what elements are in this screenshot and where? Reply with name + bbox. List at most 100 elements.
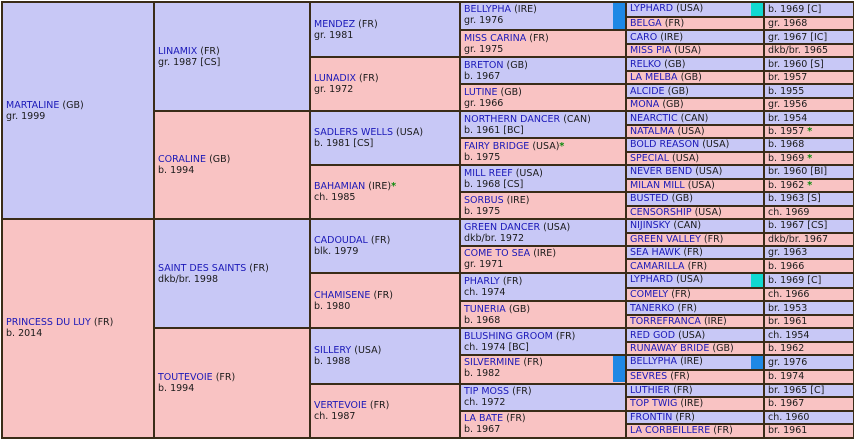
horse-name-link[interactable]: BRETON [464, 59, 504, 71]
horse-name-link[interactable]: MISS CARINA [464, 32, 527, 44]
horse-name-link[interactable]: BLUSHING GROOM [464, 330, 553, 342]
pedigree-row: RUNAWAY BRIDE (GB) b. 1962 [2, 340, 854, 357]
horse-name-link[interactable]: SILVERMINE [464, 356, 521, 368]
horse-info: gr. 1971 [464, 259, 504, 271]
horse-name-link[interactable]: SAINT DES SAINTS [158, 262, 247, 274]
horse-name-link[interactable]: VERTEVOIE [314, 399, 367, 411]
horse-country: (GB) [62, 99, 84, 111]
horse-name-link[interactable]: LA MELBA [630, 72, 678, 84]
horse-country: (GB) [712, 343, 734, 355]
horse-name-link[interactable]: NATALMA [630, 125, 675, 137]
horse-info: gr. 1963 [768, 247, 808, 259]
horse-country: (IRE) [680, 398, 704, 410]
horse-name-link[interactable]: BAHAMIAN [314, 181, 366, 193]
horse-name-link[interactable]: TORREFRANCA [630, 316, 701, 328]
horse-name-link[interactable]: SPECIAL [630, 152, 669, 164]
horse-info: br. 1953 [768, 302, 808, 314]
horse-info-cell: gr. 1967 [IC] [763, 29, 854, 45]
horse-name-link[interactable]: MONA [630, 99, 660, 111]
horse-name-link[interactable]: SEVRES [630, 371, 668, 383]
horse-name-link[interactable]: LA BATE [464, 413, 504, 425]
horse-name-link[interactable]: TOUTEVOIE [158, 371, 213, 383]
horse-name-link[interactable]: RELKO [630, 58, 662, 70]
horse-name-link[interactable]: LYPHARD [630, 3, 674, 14]
horse-name-link[interactable]: TUNERIA [464, 303, 506, 315]
pedigree-row: LUNADIX (FR) gr. 1972 BRETON (GB) b. 1967 RE… [2, 56, 854, 113]
horse-name-link[interactable]: NEARCTIC [630, 112, 678, 124]
horse-info: b. 1962 [768, 179, 805, 191]
ancestor-cell: COME TO SEA (IRE) gr. 1971 [459, 244, 627, 274]
horse-info: gr. 1968 [768, 18, 808, 30]
horse-info: br. 1965 [C] [768, 384, 825, 396]
horse-name-link[interactable]: COMELY [630, 289, 669, 301]
horse-name-link[interactable]: LA CORBEILLERE [630, 425, 711, 437]
horse-name-link[interactable]: RUNAWAY BRIDE [630, 343, 710, 355]
horse-info: br. 1954 [768, 112, 808, 124]
color-swatch-icon [751, 357, 762, 369]
horse-name-link[interactable]: FRONTIN [630, 411, 673, 423]
horse-name-link[interactable]: BOLD REASON [630, 139, 700, 151]
horse-country: (FR) [703, 233, 724, 245]
ancestor-cell: BOLD REASON (USA) [625, 137, 765, 153]
horse-name-link[interactable]: SILLERY [314, 345, 352, 357]
color-swatch-icon [751, 274, 762, 286]
horse-name-link[interactable]: RED GOD [630, 329, 676, 341]
horse-name-link[interactable]: MILAN MILL [630, 179, 685, 191]
horse-name-link[interactable]: SEA HAWK [630, 247, 681, 259]
horse-name-link[interactable]: MISS PIA [630, 45, 672, 57]
horse-name-link[interactable]: LYPHARD [630, 273, 674, 285]
horse-name-link[interactable]: CARO [630, 31, 658, 43]
horse-name-link[interactable]: MARTALINE [6, 99, 60, 111]
horse-name-link[interactable]: LINAMIX [158, 45, 198, 57]
horse-info-cell: ch. 1960 [763, 409, 854, 426]
horse-name-link[interactable]: BELLYPHA [630, 356, 678, 368]
horse-name-link[interactable]: GREEN VALLEY [630, 233, 701, 245]
horse-name-link[interactable]: COME TO SEA [464, 248, 531, 260]
horse-info: dkb/br. 1972 [464, 232, 525, 244]
horse-name-link[interactable]: NIJINSKY [630, 220, 671, 232]
ancestor-cell: TUNERIA (GB) b. 1968 [459, 300, 627, 330]
horse-name-link[interactable]: SORBUS [464, 194, 504, 206]
horse-name-link[interactable]: LUTHIER [630, 384, 671, 396]
horse-name-link[interactable]: PRINCESS DU LUY [6, 317, 91, 329]
horse-info-cell: b. 1966 [763, 258, 854, 274]
horse-country: (GB) [508, 303, 531, 315]
horse-name-link[interactable]: TIP MOSS [464, 386, 510, 398]
horse-name-link[interactable]: LUTINE [464, 86, 498, 98]
horse-info: ch. 1987 [314, 410, 356, 422]
horse-name-link[interactable]: NORTHERN DANCER [464, 113, 561, 125]
horse-info-cell: br. 1957 [763, 69, 854, 86]
horse-name-link[interactable]: SADLERS WELLS [314, 127, 393, 139]
horse-name-link[interactable]: CADOUDAL [314, 234, 368, 246]
horse-name-link[interactable]: CAMARILLA [630, 260, 685, 272]
horse-country: (USA) [354, 345, 382, 357]
horse-name-link[interactable]: BELLYPHA [464, 3, 512, 15]
horse-name-link[interactable]: NEVER BEND [630, 166, 693, 178]
ancestor-cell: ALCIDE (GB) [625, 83, 765, 99]
ancestor-cell: NORTHERN DANCER (CAN) b. 1961 [BC] [459, 110, 627, 140]
horse-info: ch. 1960 [768, 411, 810, 423]
pedigree-row: MARTALINE (GB) gr. 1999 LINAMIX (FR) gr. 19… [1, 0, 854, 221]
horse-name-link[interactable]: ALCIDE [630, 85, 665, 97]
horse-name-link[interactable]: BELGA [630, 18, 662, 30]
horse-name-link[interactable]: FAIRY BRIDGE [464, 140, 530, 152]
horse-country: (USA) [396, 127, 424, 139]
horse-name-link[interactable]: GREEN DANCER [464, 221, 541, 233]
horse-name-link[interactable]: CHAMISENE [314, 289, 371, 301]
horse-name-link[interactable]: CENSORSHIP [630, 206, 692, 218]
horse-country: (FR) [358, 18, 378, 30]
horse-info: ch. 1974 [BC] [464, 341, 529, 353]
horse-name-link[interactable]: MENDEZ [314, 18, 356, 30]
horse-name-link[interactable]: TANERKO [630, 302, 675, 314]
horse-name-link[interactable]: CORALINE [158, 154, 207, 166]
horse-name-link[interactable]: MILL REEF [464, 167, 513, 179]
horse-name-link[interactable]: PHARLY [464, 276, 500, 288]
horse-name-link[interactable]: BUSTED [630, 193, 669, 205]
horse-country: (USA) [678, 329, 706, 341]
ancestor-cell: LA MELBA (GB) [625, 69, 765, 86]
horse-name-link[interactable]: TOP TWIG [630, 398, 678, 410]
horse-name-link[interactable]: LUNADIX [314, 73, 357, 85]
color-swatch-icon [751, 4, 762, 15]
horse-info-cell: gr. 1968 [763, 15, 854, 32]
horse-info: dkb/br. 1965 [768, 45, 829, 57]
